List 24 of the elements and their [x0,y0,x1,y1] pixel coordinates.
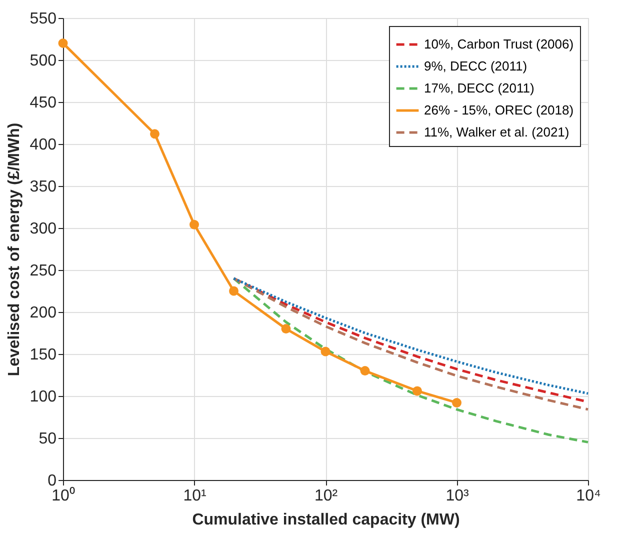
y-tick-label: 200 [30,304,57,322]
legend-label: 11%, Walker et al. (2021) [424,124,570,140]
y-tick-label: 500 [30,52,57,70]
y-tick-label: 550 [30,10,57,28]
x-axis-title: Cumulative installed capacity (MW) [192,512,460,528]
y-tick-label: 0 [48,472,57,490]
y-tick-label: 450 [30,94,57,112]
legend-label: 17%, DECC (2011) [424,80,534,96]
y-tick-label: 50 [38,430,57,448]
legend-label: 10%, Carbon Trust (2006) [424,36,574,52]
legend-label: 9%, DECC (2011) [424,58,528,74]
y-tick-label: 250 [30,262,57,280]
y-axis-title: Levelised cost of energy (£/MWh) [6,122,23,376]
y-tick-label: 400 [30,136,57,154]
x-tick-label: 10³ [446,488,470,504]
x-tick-label: 10¹ [183,488,206,504]
y-tick-label: 100 [30,388,57,406]
x-tick-label: 10⁴ [576,488,601,504]
x-tick-label: 10² [314,488,338,504]
y-tick-label: 150 [30,346,57,364]
legend-label: 26% - 15%, OREC (2018) [424,102,574,118]
y-tick-label: 300 [30,220,57,238]
y-tick-label: 350 [30,178,57,196]
x-tick-label: 10⁰ [52,486,76,504]
